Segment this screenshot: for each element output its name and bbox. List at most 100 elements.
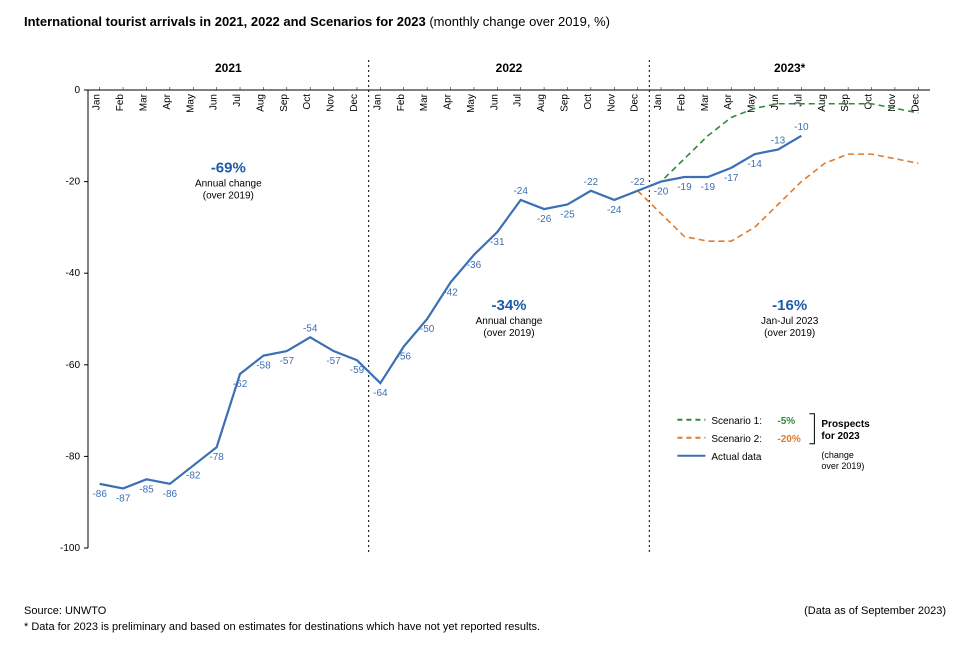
svg-text:Mar: Mar (700, 93, 711, 111)
svg-text:Aug: Aug (817, 94, 828, 112)
svg-text:Sep: Sep (840, 94, 851, 112)
svg-text:Jul: Jul (232, 94, 243, 107)
svg-text:Apr: Apr (443, 93, 454, 109)
footer-note: * Data for 2023 is preliminary and based… (24, 621, 540, 633)
svg-text:for 2023: for 2023 (821, 431, 860, 442)
svg-text:(over 2019): (over 2019) (764, 328, 815, 339)
svg-text:2021: 2021 (215, 61, 242, 75)
svg-text:Jan: Jan (653, 94, 664, 110)
svg-text:(change: (change (821, 450, 854, 460)
svg-text:(over 2019): (over 2019) (203, 190, 254, 201)
svg-text:-42: -42 (443, 287, 458, 298)
title-main: International tourist arrivals in 2021, … (24, 14, 426, 29)
svg-text:Dec: Dec (630, 94, 641, 112)
svg-text:Dec: Dec (910, 94, 921, 112)
svg-text:-19: -19 (677, 182, 692, 193)
svg-text:-31: -31 (490, 237, 505, 248)
svg-text:May: May (185, 94, 196, 113)
svg-text:-16%: -16% (772, 297, 807, 314)
svg-text:Nov: Nov (326, 94, 337, 112)
svg-text:-24: -24 (607, 205, 622, 216)
svg-text:-24: -24 (513, 186, 528, 197)
svg-text:-86: -86 (92, 489, 107, 500)
svg-text:-22: -22 (584, 177, 599, 188)
svg-text:-25: -25 (560, 210, 575, 221)
svg-text:Jul: Jul (513, 94, 524, 107)
svg-text:-56: -56 (397, 351, 412, 362)
svg-text:Apr: Apr (162, 93, 173, 109)
svg-text:Jan: Jan (372, 94, 383, 110)
svg-text:Annual change: Annual change (476, 316, 543, 327)
svg-text:Mar: Mar (419, 93, 430, 111)
title-sub: (monthly change over 2019, %) (426, 14, 610, 29)
svg-text:-60: -60 (66, 360, 81, 371)
svg-text:0: 0 (74, 85, 80, 96)
svg-text:-59: -59 (350, 365, 365, 376)
svg-text:-80: -80 (66, 451, 81, 462)
svg-text:-50: -50 (420, 324, 435, 335)
svg-text:-19: -19 (701, 182, 716, 193)
svg-text:Oct: Oct (302, 94, 313, 110)
svg-text:-17: -17 (724, 173, 739, 184)
chart-title: International tourist arrivals in 2021, … (24, 14, 610, 29)
svg-text:-20%: -20% (777, 434, 800, 445)
svg-text:Jul: Jul (793, 94, 804, 107)
svg-text:-54: -54 (303, 323, 318, 334)
svg-text:-62: -62 (233, 379, 248, 390)
svg-text:2023*: 2023* (774, 61, 806, 75)
svg-text:Feb: Feb (676, 94, 687, 112)
svg-text:Jan: Jan (92, 94, 103, 110)
svg-text:Jan-Jul 2023: Jan-Jul 2023 (761, 316, 819, 327)
svg-text:Jun: Jun (489, 94, 500, 110)
svg-text:-78: -78 (209, 452, 224, 463)
svg-text:-13: -13 (771, 136, 786, 147)
svg-text:Annual change: Annual change (195, 178, 262, 189)
svg-text:Nov: Nov (887, 94, 898, 112)
svg-text:-100: -100 (60, 543, 80, 554)
svg-text:-64: -64 (373, 388, 388, 399)
svg-text:-22: -22 (630, 177, 645, 188)
svg-text:Scenario 1:: Scenario 1: (711, 416, 762, 427)
svg-text:Mar: Mar (138, 93, 149, 111)
svg-text:Oct: Oct (864, 94, 875, 110)
svg-text:Feb: Feb (396, 94, 407, 112)
footer-source: Source: UNWTO (24, 605, 106, 617)
svg-text:Aug: Aug (255, 94, 266, 112)
svg-text:-69%: -69% (211, 159, 246, 176)
svg-text:Apr: Apr (723, 93, 734, 109)
svg-text:Prospects: Prospects (821, 419, 870, 430)
svg-text:-57: -57 (280, 356, 295, 367)
svg-text:-14: -14 (747, 159, 762, 170)
line-chart: 0-20-40-60-80-100(monthly change vs. 201… (60, 50, 940, 570)
svg-text:May: May (466, 94, 477, 113)
svg-text:Aug: Aug (536, 94, 547, 112)
svg-text:-85: -85 (139, 484, 154, 495)
svg-text:Jun: Jun (770, 94, 781, 110)
svg-text:-40: -40 (66, 268, 81, 279)
svg-text:Scenario 2:: Scenario 2: (711, 434, 762, 445)
svg-text:-82: -82 (186, 471, 201, 482)
footer-asof: (Data as of September 2023) (804, 605, 946, 617)
svg-text:Dec: Dec (349, 94, 360, 112)
svg-text:Sep: Sep (279, 94, 290, 112)
svg-text:Nov: Nov (606, 94, 617, 112)
svg-text:-10: -10 (794, 122, 809, 133)
svg-text:-34%: -34% (491, 297, 526, 314)
svg-text:Actual data: Actual data (711, 452, 761, 463)
svg-text:over 2019): over 2019) (821, 461, 864, 471)
svg-text:Jun: Jun (209, 94, 220, 110)
svg-text:(over 2019): (over 2019) (483, 328, 534, 339)
page-root: International tourist arrivals in 2021, … (0, 0, 970, 645)
svg-text:2022: 2022 (496, 61, 523, 75)
svg-text:Sep: Sep (559, 94, 570, 112)
svg-text:-87: -87 (116, 493, 131, 504)
svg-text:-86: -86 (163, 489, 178, 500)
svg-text:-20: -20 (654, 187, 669, 198)
svg-text:-20: -20 (66, 177, 81, 188)
svg-text:-36: -36 (467, 260, 482, 271)
svg-text:-58: -58 (256, 361, 271, 372)
svg-text:Feb: Feb (115, 94, 126, 112)
svg-text:-26: -26 (537, 214, 552, 225)
svg-text:-5%: -5% (777, 416, 795, 427)
svg-text:Oct: Oct (583, 94, 594, 110)
